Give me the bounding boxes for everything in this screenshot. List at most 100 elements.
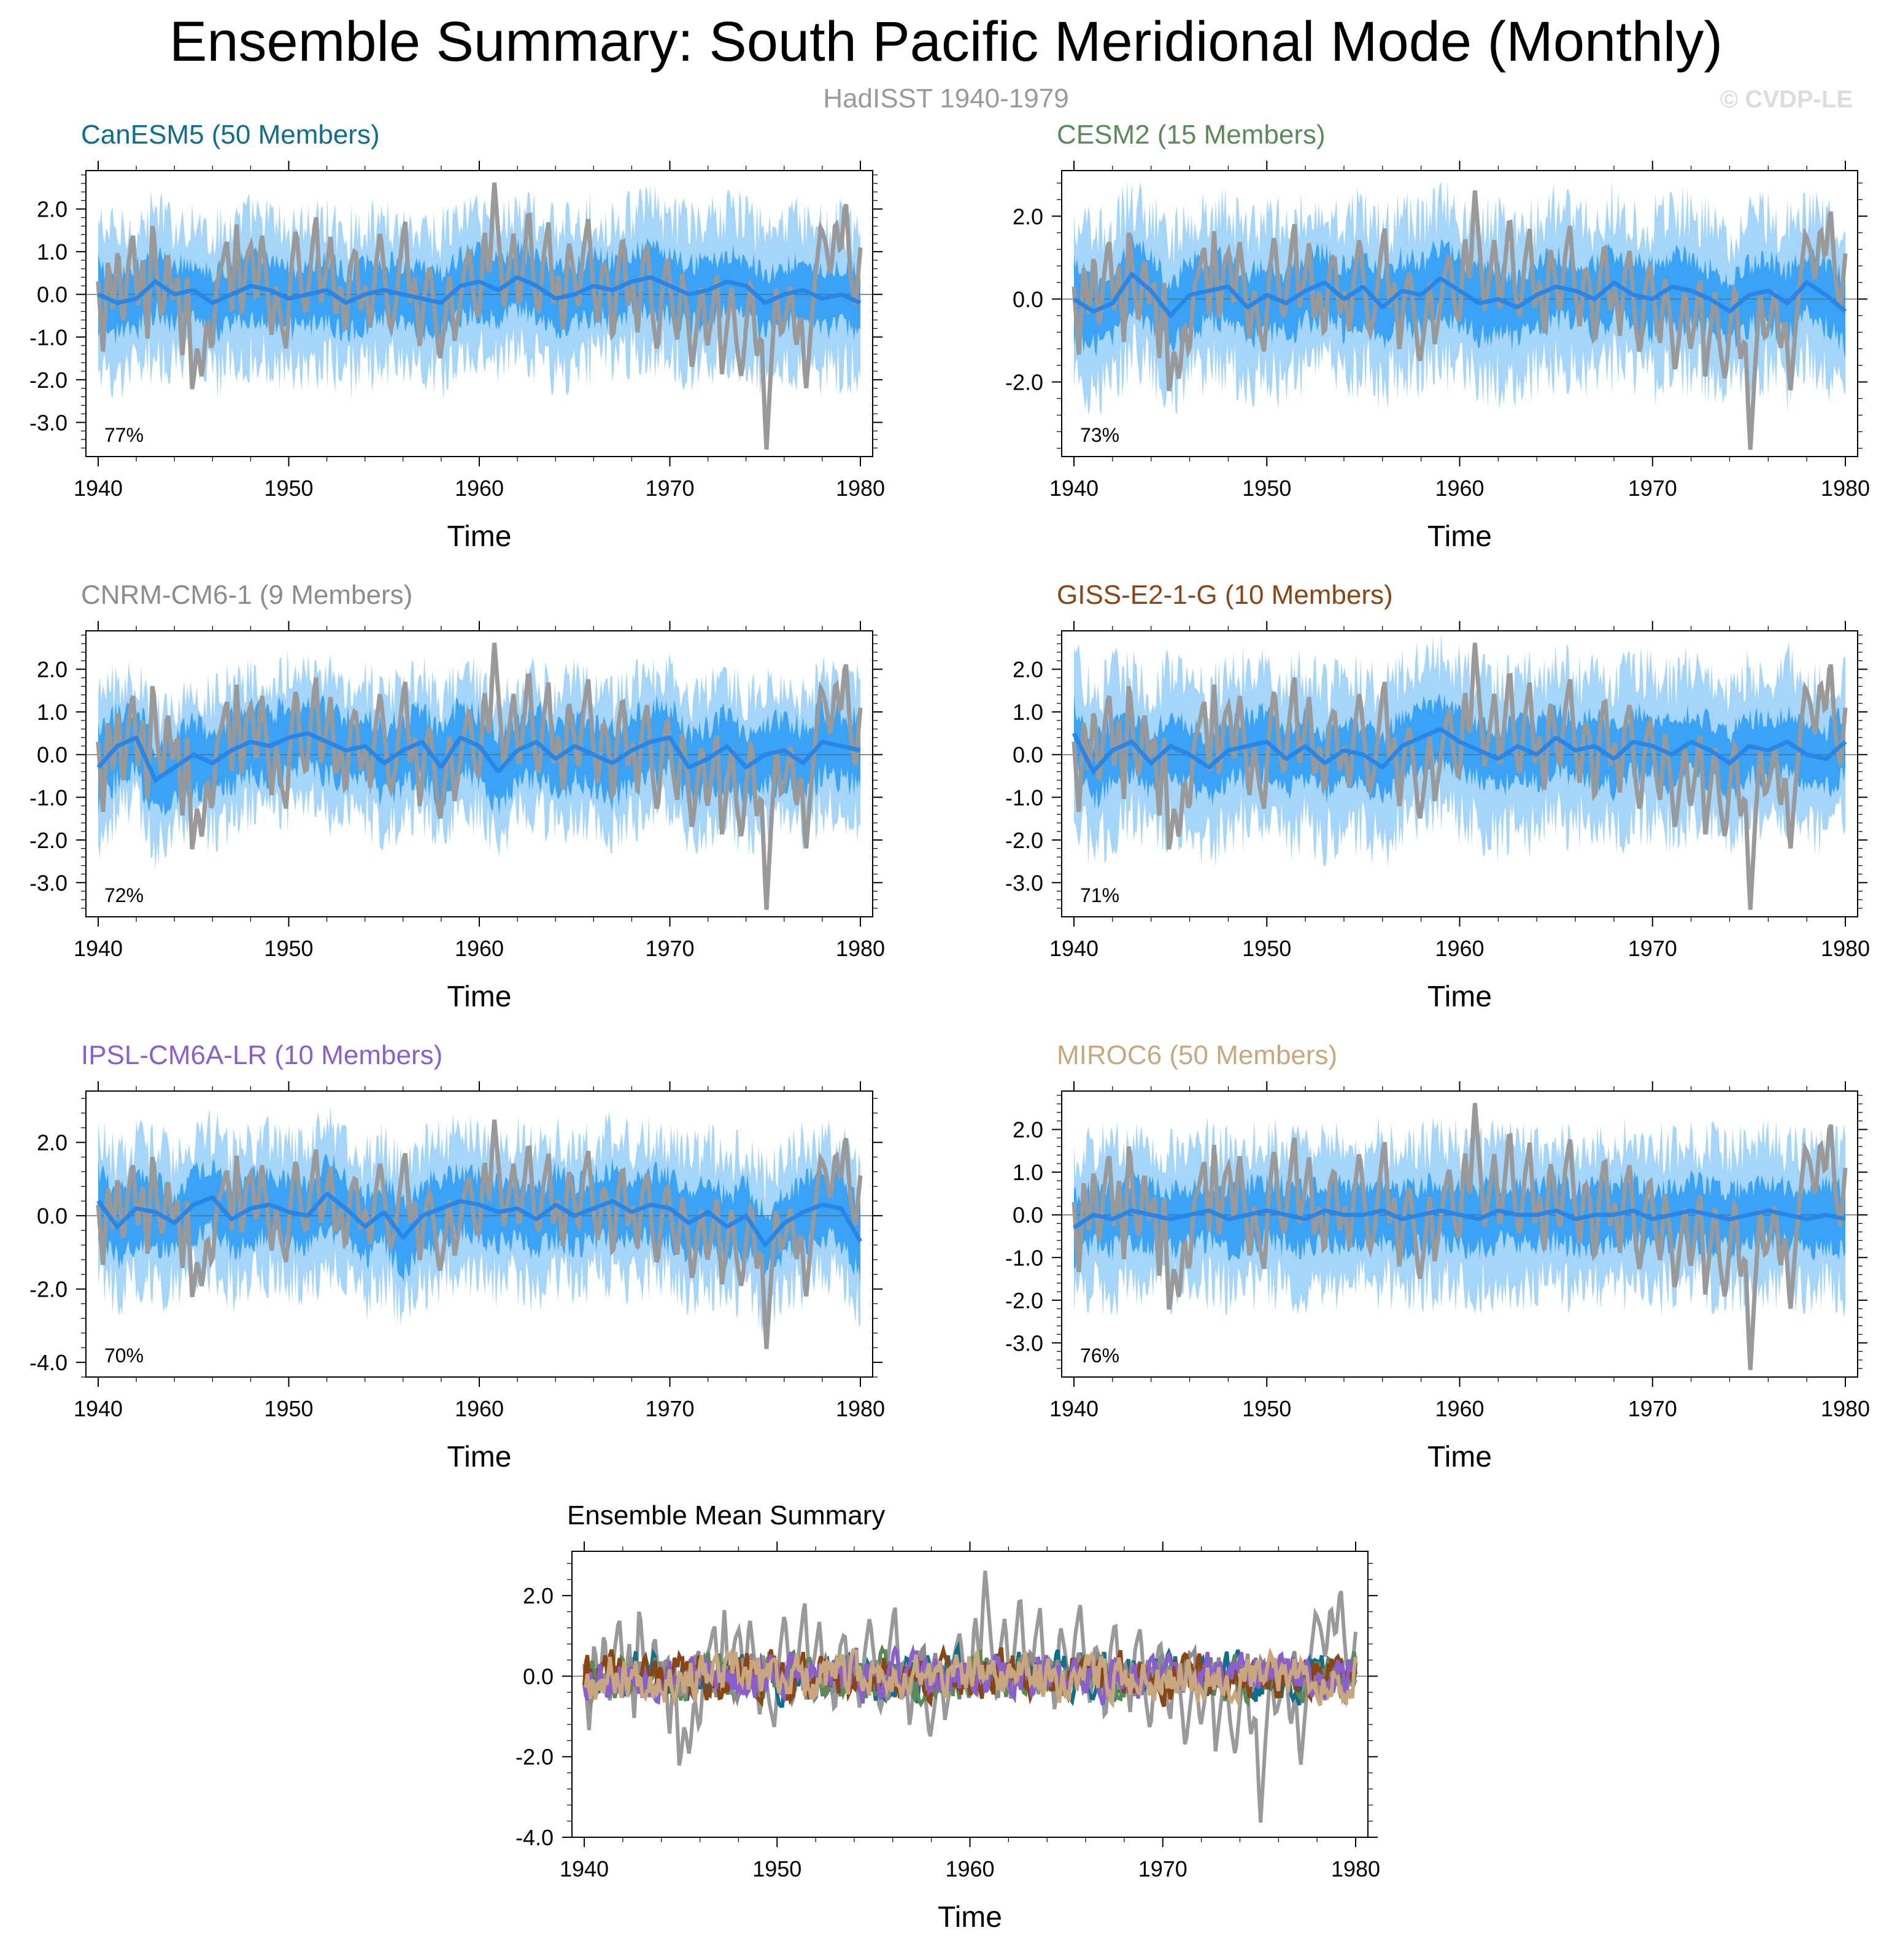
x-tick-label: 1960 <box>1435 1396 1484 1421</box>
y-tick-label: 2.0 <box>37 1130 68 1156</box>
x-tick-label: 1940 <box>1049 936 1099 961</box>
x-tick-label: 1980 <box>1821 1396 1870 1421</box>
x-tick-label: 1960 <box>455 936 504 961</box>
y-tick-label: 0.0 <box>1013 287 1043 312</box>
x-tick-label: 1960 <box>455 1396 504 1421</box>
y-tick-label: -1.0 <box>29 325 68 350</box>
x-tick-label: 1970 <box>1628 936 1677 961</box>
y-tick-label: 1.0 <box>37 239 68 264</box>
ensemble-mean-line <box>1073 1208 1846 1230</box>
x-tick-label: 1980 <box>836 936 885 961</box>
plot-area <box>86 642 873 910</box>
x-axis-title: Time <box>1427 520 1492 553</box>
x-axis-title: Time <box>447 981 512 1013</box>
x-tick-label: 1980 <box>1821 936 1870 961</box>
y-tick-label: -1.0 <box>1005 1245 1043 1270</box>
y-tick-label: 2.0 <box>37 197 68 222</box>
y-tick-label: -1.0 <box>1005 785 1043 810</box>
plot-area <box>572 1570 1368 1823</box>
y-tick-label: 2.0 <box>1013 204 1043 229</box>
y-tick-label: 0.0 <box>523 1664 554 1689</box>
y-tick-label: -2.0 <box>1005 369 1043 395</box>
x-tick-label: 1940 <box>74 476 123 501</box>
y-tick-label: 2.0 <box>37 657 68 682</box>
x-tick-label: 1980 <box>1331 1856 1380 1881</box>
series-line-miroc6 <box>583 1647 1357 1709</box>
x-axis-title: Time <box>1427 1441 1492 1473</box>
y-tick-label: -1.0 <box>29 785 68 810</box>
ensemble-mean-line <box>97 275 862 306</box>
plot-area <box>1062 634 1858 910</box>
x-tick-label: 1950 <box>752 1856 801 1881</box>
y-tick-label: 0.0 <box>37 743 68 768</box>
x-tick-label: 1970 <box>645 936 694 961</box>
y-tick-label: 0.0 <box>1013 1203 1043 1228</box>
observations-line <box>96 642 863 910</box>
observations-line <box>96 182 863 450</box>
y-tick-label: 2.0 <box>1013 1117 1043 1143</box>
x-tick-label: 1940 <box>1049 1396 1099 1421</box>
panel-4: GISS-E2-1-G (10 Members) 2.0 1.0 0.0 -1.0 -2.… <box>1005 580 1870 1013</box>
x-tick-label: 1970 <box>645 1396 694 1421</box>
x-tick-label: 1950 <box>264 1396 313 1421</box>
y-tick-label: -2.0 <box>29 828 68 853</box>
x-axis-title: Time <box>1427 981 1492 1013</box>
observations-line <box>1071 642 1848 910</box>
x-tick-label: 1940 <box>74 1396 123 1421</box>
observations-line <box>1071 1103 1848 1370</box>
y-tick-label: -2.0 <box>29 1277 68 1302</box>
x-tick-label: 1980 <box>1821 476 1870 501</box>
pattern-correlation-label: 71% <box>1080 884 1119 906</box>
panel-title: Ensemble Mean Summary <box>567 1500 885 1530</box>
x-tick-label: 1940 <box>1049 476 1099 501</box>
x-tick-label: 1970 <box>645 476 694 501</box>
y-tick-label: 1.0 <box>1013 1160 1043 1185</box>
x-tick-label: 1950 <box>1242 476 1291 501</box>
figure-title: Ensemble Summary: South Pacific Meridion… <box>169 10 1723 73</box>
panel-2: CESM2 (15 Members) 2.0 0.0 -2.0 1940 1950 1960… <box>1005 120 1870 553</box>
panel-title: CESM2 (15 Members) <box>1057 120 1326 150</box>
pattern-correlation-label: 77% <box>104 424 144 446</box>
pattern-correlation-label: 70% <box>104 1345 144 1367</box>
panel-1: CanESM5 (50 Members) 2.0 1.0 0.0 -1.0 -2.0 -3.… <box>29 120 885 553</box>
x-tick-label: 1950 <box>1242 1396 1291 1421</box>
y-tick-label: 2.0 <box>523 1583 554 1608</box>
x-tick-label: 1960 <box>1435 476 1484 501</box>
pattern-correlation-label: 73% <box>1080 424 1119 446</box>
x-tick-label: 1950 <box>1242 936 1291 961</box>
y-tick-label: -3.0 <box>1005 1330 1043 1356</box>
x-tick-label: 1970 <box>1138 1856 1187 1881</box>
panel-title: CanESM5 (50 Members) <box>81 120 380 150</box>
figure-subtitle: HadISST 1940-1979 <box>823 83 1069 114</box>
y-tick-label: -4.0 <box>29 1350 68 1375</box>
ensemble-mean-line <box>96 731 861 784</box>
x-tick-label: 1940 <box>74 936 123 961</box>
x-tick-label: 1950 <box>264 936 313 961</box>
observations-line <box>1071 190 1848 450</box>
x-tick-label: 1950 <box>264 476 313 501</box>
x-axis-title: Time <box>447 1441 512 1473</box>
plot-area <box>86 1106 873 1349</box>
pattern-correlation-label: 72% <box>104 884 144 906</box>
x-tick-label: 1980 <box>836 476 885 501</box>
panel-title: GISS-E2-1-G (10 Members) <box>1057 580 1393 610</box>
plot-area <box>1062 179 1858 450</box>
y-tick-label: -4.0 <box>515 1825 554 1850</box>
panel-5: IPSL-CM6A-LR (10 Members)2.00.0-2.0-4.01… <box>29 1040 885 1473</box>
panel-3: CNRM-CM6-1 (9 Members) 2.0 1.0 0.0 -1.0 -2.0 -… <box>29 580 885 1013</box>
y-tick-label: 0.0 <box>37 1203 68 1229</box>
panel-title: IPSL-CM6A-LR (10 Members) <box>81 1040 442 1070</box>
pattern-correlation-label: 76% <box>1080 1345 1119 1367</box>
x-tick-label: 1940 <box>560 1856 609 1881</box>
y-tick-label: 1.0 <box>1013 700 1043 725</box>
x-tick-label: 1960 <box>1435 936 1484 961</box>
y-tick-label: -2.0 <box>1005 1288 1043 1313</box>
y-tick-label: -3.0 <box>29 410 68 435</box>
x-tick-label: 1970 <box>1628 1396 1677 1421</box>
x-tick-label: 1960 <box>945 1856 994 1881</box>
y-tick-label: -3.0 <box>1005 870 1043 895</box>
y-tick-label: -2.0 <box>515 1745 554 1770</box>
panel-title: MIROC6 (50 Members) <box>1057 1040 1337 1070</box>
plot-area <box>1062 1103 1858 1370</box>
